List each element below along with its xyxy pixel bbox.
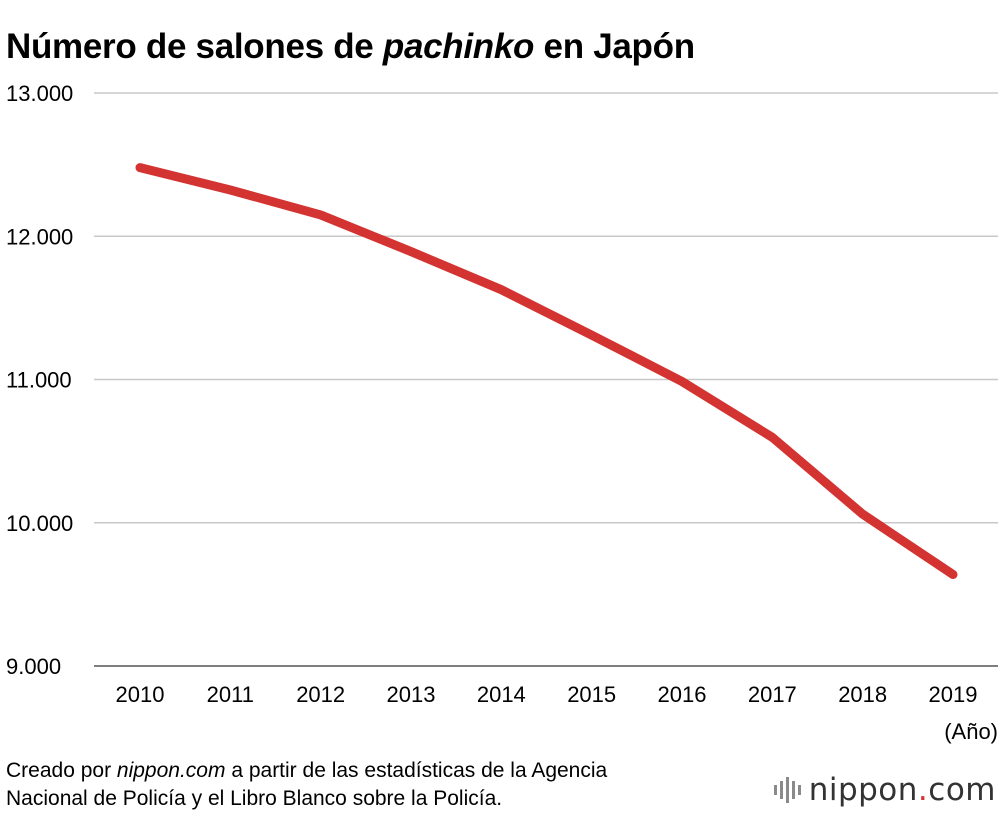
y-tick-label: 10.000	[6, 511, 73, 536]
brand-tld: com	[928, 772, 996, 808]
series-line	[135, 163, 958, 579]
source-site: nippon.com	[116, 759, 226, 782]
source-text: Creado por	[6, 759, 117, 782]
y-tick-label: 9.000	[6, 654, 61, 679]
x-tick-label: 2017	[748, 682, 797, 707]
source-note: Creado por nippon.com a partir de las es…	[6, 757, 607, 813]
y-tick-label: 11.000	[6, 368, 72, 393]
brand-bars-icon	[773, 777, 801, 803]
x-tick-label: 2013	[387, 682, 436, 707]
title-text: Número de salones de	[6, 27, 383, 67]
x-tick-label: 2010	[116, 682, 165, 707]
series-layer	[135, 163, 958, 579]
x-axis-ticks: 2010 2011 2012 2013 2014 2015 2016 2017 2018 2019	[116, 682, 978, 707]
y-tick-label: 12.000	[6, 224, 73, 249]
x-tick-label: 2015	[567, 682, 616, 707]
x-tick-label: 2011	[207, 682, 254, 707]
x-tick-label: 2018	[838, 682, 887, 707]
x-tick-label: 2012	[296, 682, 345, 707]
chart-title: Número de salones de pachinko en Japón	[6, 27, 695, 67]
brand-name: nippon	[808, 772, 918, 808]
x-tick-label: 2016	[658, 682, 707, 707]
x-tick-label: 2019	[929, 682, 978, 707]
source-text-end: a partir de las estadísticas de la Agenc…	[225, 759, 608, 782]
brand-logo: nippon. com	[773, 772, 996, 808]
source-line-2: Nacional de Policía y el Libro Blanco so…	[6, 787, 503, 810]
gridlines	[94, 92, 998, 667]
x-tick-label: 2014	[477, 682, 526, 707]
brand-dot: .	[917, 772, 929, 808]
title-text-end: en Japón	[534, 27, 696, 67]
source-line-1: Creado por nippon.com a partir de las es…	[6, 757, 607, 785]
y-axis-ticks: 13.000 12.000 11.000 10.000 9.000	[6, 81, 73, 679]
x-axis-label: (Año)	[944, 719, 998, 744]
title-emphasis: pachinko	[382, 27, 535, 67]
y-tick-label: 13.000	[6, 81, 73, 106]
